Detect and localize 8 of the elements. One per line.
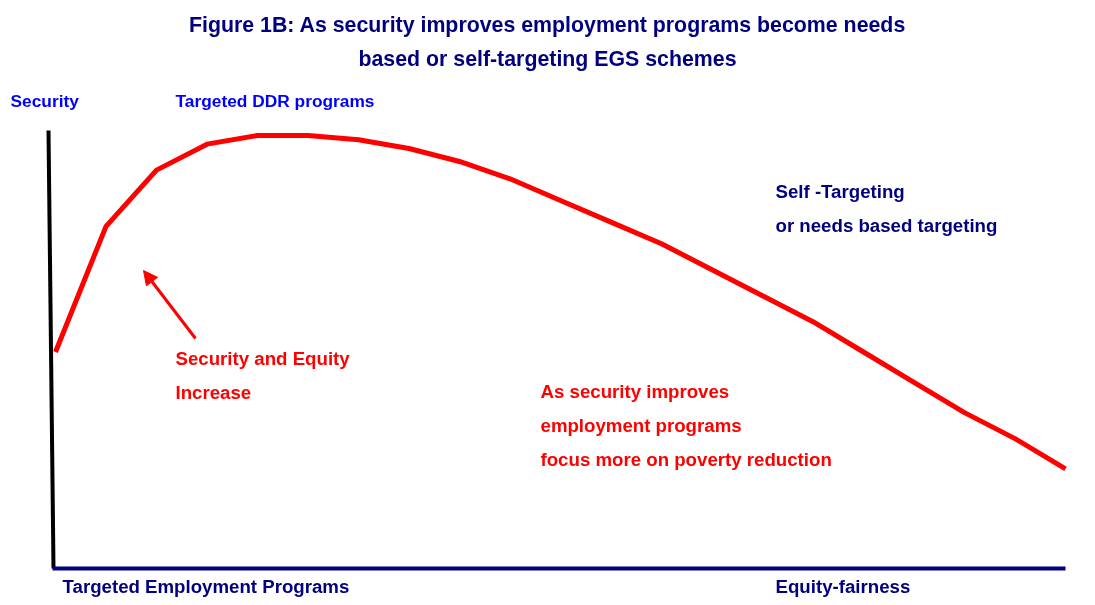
annotation: Security and Equity Increase xyxy=(175,347,351,403)
y-axis-title: Security xyxy=(10,90,80,111)
text: Targeted DDR programs xyxy=(175,90,375,111)
annotation: As security improves employment programs focus more on poverty reduction xyxy=(540,380,832,470)
x-axis-title: Equity-fairness xyxy=(775,575,911,597)
chart-title: Figure 1B: As security improves employment programs become needs based or self-targeting EGS schemes xyxy=(188,12,906,71)
annotation: Self -Targeting or needs based targeting xyxy=(775,180,998,236)
text: Targeted Employment Programs xyxy=(62,575,350,597)
